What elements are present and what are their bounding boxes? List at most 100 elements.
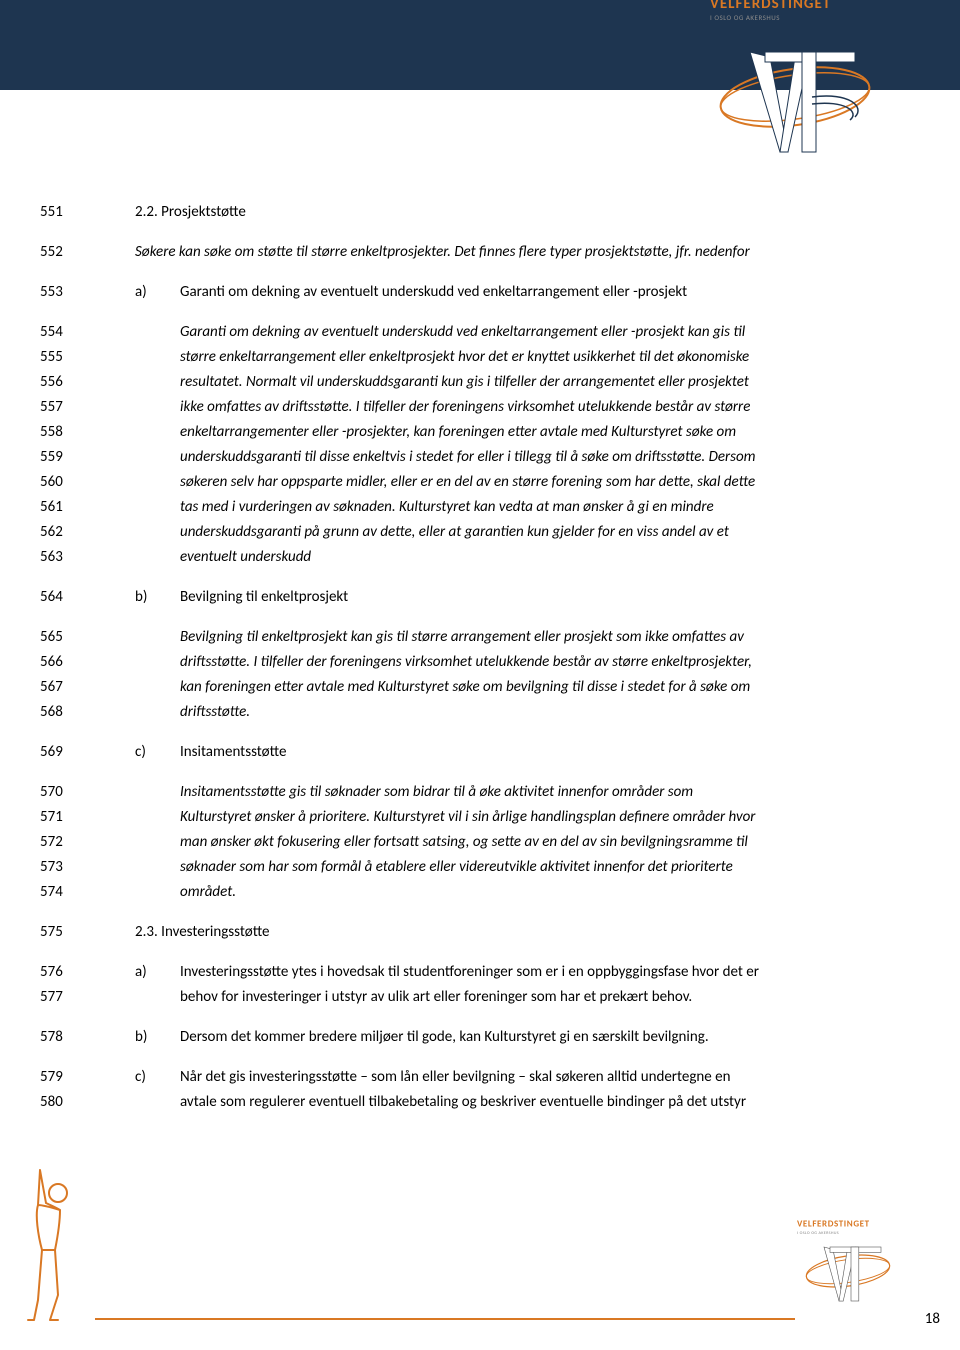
line-number: 554 bbox=[40, 320, 90, 345]
blank-line bbox=[40, 305, 920, 320]
body-text: større enkeltarrangement eller enkeltpro… bbox=[180, 345, 920, 370]
list-text: Investeringsstøtte ytes i hovedsak til s… bbox=[180, 960, 920, 985]
blank-line bbox=[40, 945, 920, 960]
body-text: enkeltarrangementer eller -prosjekter, k… bbox=[180, 420, 920, 445]
body-text: området. bbox=[180, 880, 920, 905]
text-line: 551 2.2. Prosjektstøtte bbox=[40, 200, 920, 225]
blank-line bbox=[40, 1010, 920, 1025]
list-marker: a) bbox=[135, 960, 180, 985]
text-line: 569c)Insitamentsstøtte bbox=[40, 740, 920, 765]
list-text: Bevilgning til enkeltprosjekt bbox=[180, 585, 920, 610]
list-text: Insitamentsstøtte bbox=[180, 740, 920, 765]
body-text: søknader som har som formål å etablere e… bbox=[180, 855, 920, 880]
page-number: 18 bbox=[925, 1310, 940, 1328]
body-text: Bevilgning til enkeltprosjekt kan gis ti… bbox=[180, 625, 920, 650]
list-marker: b) bbox=[135, 1025, 180, 1050]
blank-line bbox=[40, 765, 920, 780]
body-text: eventuelt underskudd bbox=[180, 545, 920, 570]
text-line: 579 c)Når det gis investeringsstøtte – so… bbox=[40, 1065, 920, 1090]
line-number: 565 bbox=[40, 625, 90, 650]
blank-line bbox=[40, 905, 920, 920]
footer-figure bbox=[20, 1165, 100, 1330]
line-number: 563 bbox=[40, 545, 90, 570]
line-number: 568 bbox=[40, 700, 90, 725]
line-number: 564 bbox=[40, 585, 90, 610]
line-number: 571 bbox=[40, 805, 90, 830]
logo-subtitle: I OSLO OG AKERSHUS bbox=[710, 13, 890, 22]
logo-top: VELFERDSTINGET I OSLO OG AKERSHUS bbox=[710, 0, 890, 177]
text-line: 577 behov for investeringer i utstyr av u… bbox=[40, 985, 920, 1010]
body-text: underskuddsgaranti til disse enkeltvis i… bbox=[180, 445, 920, 470]
body-text: tas med i vurderingen av søknaden. Kultu… bbox=[180, 495, 920, 520]
list-marker: c) bbox=[135, 1065, 180, 1090]
text-line: 573 søknader som har som formål å etabler… bbox=[40, 855, 920, 880]
text-line: 574 området. bbox=[40, 880, 920, 905]
heading-text: 2.2. Prosjektstøtte bbox=[135, 200, 920, 225]
text-line: 552 Søkere kan søke om støtte til større … bbox=[40, 240, 920, 265]
text-line: 572man ønsker økt fokusering eller forts… bbox=[40, 830, 920, 855]
list-text: Når det gis investeringsstøtte – som lån… bbox=[180, 1065, 920, 1090]
line-number: 573 bbox=[40, 855, 90, 880]
body-text: Garanti om dekning av eventuelt undersku… bbox=[180, 320, 920, 345]
list-marker: a) bbox=[135, 280, 180, 305]
line-number: 575 bbox=[40, 920, 90, 945]
blank-line bbox=[40, 1050, 920, 1065]
text-line: 571 Kulturstyret ønsker å prioritere. Kul… bbox=[40, 805, 920, 830]
body-text: underskuddsgaranti på grunn av dette, el… bbox=[180, 520, 920, 545]
text-line: 5752.3. Investeringsstøtte bbox=[40, 920, 920, 945]
line-number: 579 bbox=[40, 1065, 90, 1090]
text-line: 561 tas med i vurderingen av søknaden. Ku… bbox=[40, 495, 920, 520]
logo-vt-graphic bbox=[710, 22, 890, 172]
body-text: kan foreningen etter avtale med Kulturst… bbox=[180, 675, 920, 700]
line-number: 562 bbox=[40, 520, 90, 545]
body-text: Søkere kan søke om støtte til større enk… bbox=[135, 240, 920, 265]
text-line: 555større enkeltarrangement eller enkelt… bbox=[40, 345, 920, 370]
document-body: 551 2.2. Prosjektstøtte 552 Søkere kan søke… bbox=[40, 200, 920, 1115]
text-line: 553a)Garanti om dekning av eventuelt und… bbox=[40, 280, 920, 305]
list-marker: c) bbox=[135, 740, 180, 765]
body-text: Kulturstyret ønsker å prioritere. Kultur… bbox=[180, 805, 920, 830]
text-line: 580avtale som regulerer eventuell tilbak… bbox=[40, 1090, 920, 1115]
text-line: 562 underskuddsgaranti på grunn av dette,… bbox=[40, 520, 920, 545]
text-line: 554 Garanti om dekning av eventuelt under… bbox=[40, 320, 920, 345]
line-number: 578 bbox=[40, 1025, 90, 1050]
line-number: 561 bbox=[40, 495, 90, 520]
logo-vt-graphic-footer bbox=[797, 1235, 905, 1307]
blank-line bbox=[40, 725, 920, 740]
text-line: 578 b)Dersom det kommer bredere miljøer t… bbox=[40, 1025, 920, 1050]
blank-line bbox=[40, 225, 920, 240]
logo-title-footer: VELFERDSTINGET bbox=[797, 1219, 905, 1230]
list-text: Dersom det kommer bredere miljøer til go… bbox=[180, 1025, 920, 1050]
line-number: 580 bbox=[40, 1090, 90, 1115]
body-text: behov for investeringer i utstyr av ulik… bbox=[180, 985, 920, 1010]
line-number: 576 bbox=[40, 960, 90, 985]
text-line: 564b)Bevilgning til enkeltprosjekt bbox=[40, 585, 920, 610]
line-number: 566 bbox=[40, 650, 90, 675]
body-text: driftsstøtte. bbox=[180, 700, 920, 725]
line-number: 577 bbox=[40, 985, 90, 1010]
text-line: 560søkeren selv har oppsparte midler, el… bbox=[40, 470, 920, 495]
line-number: 574 bbox=[40, 880, 90, 905]
text-line: 558 enkeltarrangementer eller -prosjekter… bbox=[40, 420, 920, 445]
line-number: 553 bbox=[40, 280, 90, 305]
body-text: driftsstøtte. I tilfeller der foreningen… bbox=[180, 650, 920, 675]
text-line: 563 eventuelt underskudd bbox=[40, 545, 920, 570]
body-text: man ønsker økt fokusering eller fortsatt… bbox=[180, 830, 920, 855]
footer-divider bbox=[95, 1318, 795, 1320]
body-text: ikke omfattes av driftsstøtte. I tilfell… bbox=[180, 395, 920, 420]
text-line: 576 a)Investeringsstøtte ytes i hovedsak … bbox=[40, 960, 920, 985]
line-number: 567 bbox=[40, 675, 90, 700]
line-number: 558 bbox=[40, 420, 90, 445]
line-number: 556 bbox=[40, 370, 90, 395]
blank-line bbox=[40, 265, 920, 280]
line-number: 552 bbox=[40, 240, 90, 265]
body-text: resultatet. Normalt vil underskuddsgaran… bbox=[180, 370, 920, 395]
line-number: 560 bbox=[40, 470, 90, 495]
logo-title: VELFERDSTINGET bbox=[710, 0, 890, 13]
logo-bottom: VELFERDSTINGET I OSLO OG AKERSHUS bbox=[797, 1219, 905, 1310]
text-line: 567 kan foreningen etter avtale med Kultu… bbox=[40, 675, 920, 700]
line-number: 559 bbox=[40, 445, 90, 470]
body-text: Insitamentsstøtte gis til søknader som b… bbox=[180, 780, 920, 805]
blank-line bbox=[40, 610, 920, 625]
line-number: 551 bbox=[40, 200, 90, 225]
